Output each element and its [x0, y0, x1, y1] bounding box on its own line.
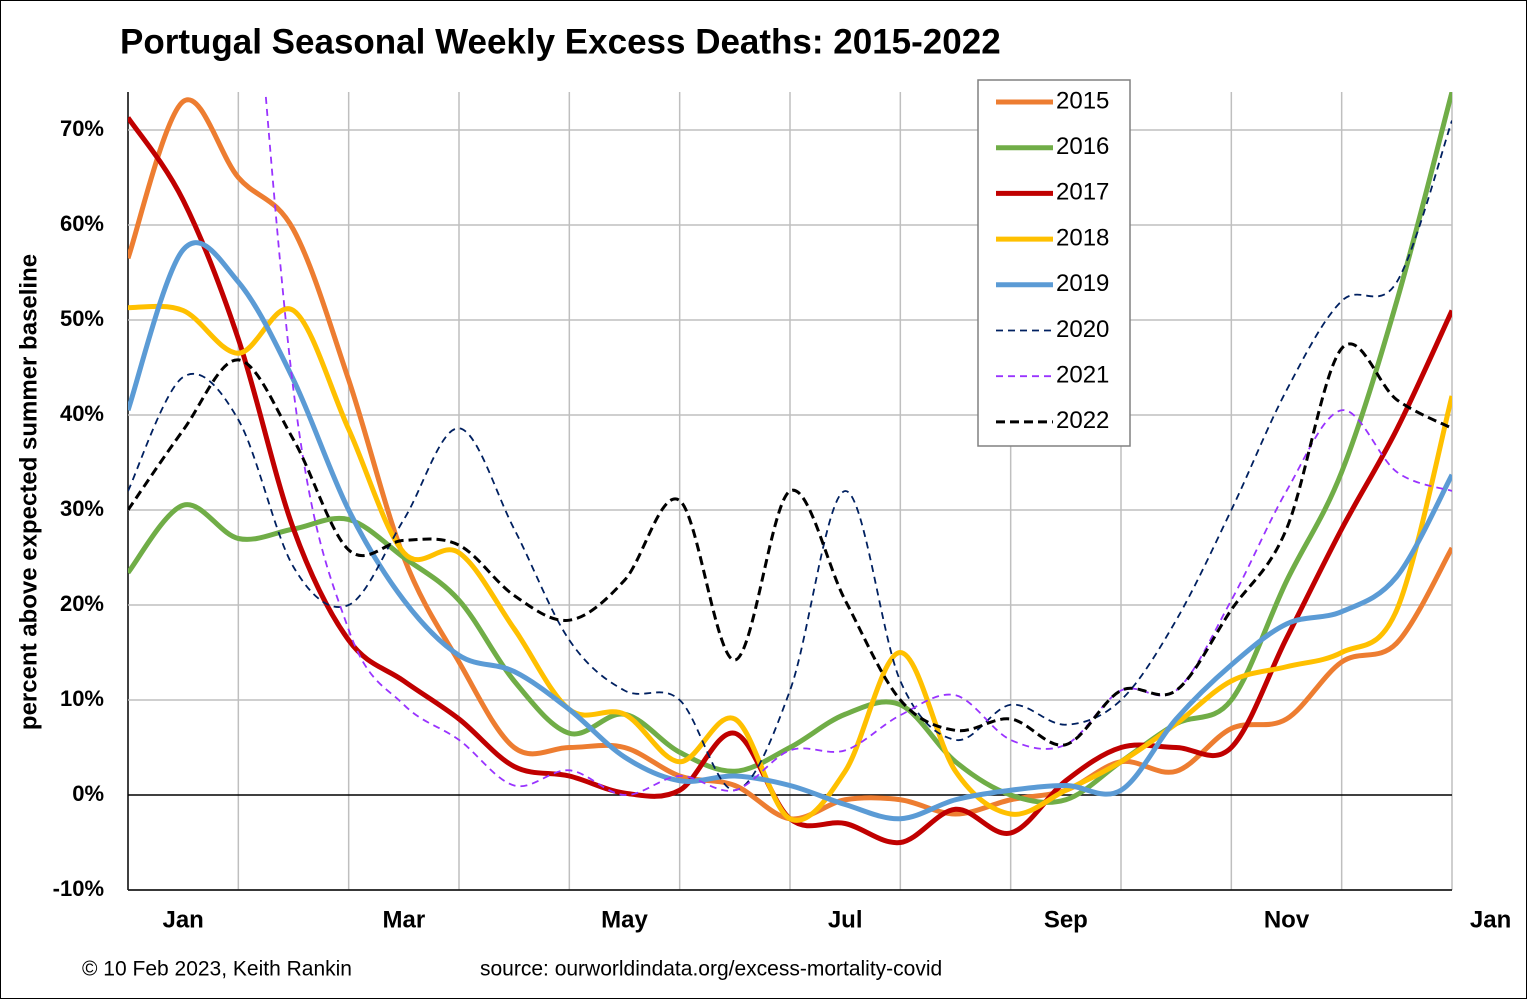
series-line	[128, 342, 1452, 747]
y-tick-label: 50%	[60, 306, 104, 331]
legend-label: 2019	[1056, 270, 1109, 297]
x-tick-label: Nov	[1264, 906, 1310, 933]
legend-label: 2020	[1056, 316, 1109, 343]
series-line	[128, 120, 1452, 792]
series-line	[128, 97, 1452, 822]
y-tick-label: -10%	[53, 876, 104, 901]
legend-label: 2017	[1056, 179, 1109, 206]
y-axis-label: percent above expected summer baseline	[15, 254, 42, 730]
x-tick-label: Mar	[382, 906, 425, 933]
y-tick-label: 30%	[60, 496, 104, 521]
x-tick-label: May	[601, 906, 648, 933]
series-line	[264, 92, 1452, 796]
copyright: © 10 Feb 2023, Keith Rankin	[82, 958, 352, 981]
y-tick-label: 40%	[60, 401, 104, 426]
y-tick-label: 0%	[72, 781, 104, 806]
series-line	[128, 92, 1452, 805]
x-tick-label: Jan	[1470, 906, 1511, 933]
plot	[128, 92, 1452, 846]
y-tick-label: 70%	[60, 116, 104, 141]
legend-box	[977, 79, 1131, 447]
x-tick-label: Jul	[828, 906, 863, 933]
legend: 2015 2016 2017 2018 2019 2020 2021 2022	[977, 79, 1131, 447]
source: source: ourworldindata.org/excess-mortal…	[480, 958, 942, 981]
legend-label: 2022	[1056, 407, 1109, 434]
legend-label: 2018	[1056, 224, 1109, 251]
y-tick-label: 60%	[60, 211, 104, 236]
y-tick-label: 20%	[60, 591, 104, 616]
legend-label: 2015	[1056, 87, 1109, 114]
series-line	[128, 303, 1452, 823]
x-tick-label: Jan	[162, 906, 203, 933]
legend-label: 2021	[1056, 362, 1109, 389]
x-tick-label: Sep	[1044, 906, 1088, 933]
y-tick-label: 10%	[60, 686, 104, 711]
chart-title: Portugal Seasonal Weekly Excess Deaths: …	[120, 22, 1001, 61]
legend-label: 2016	[1056, 133, 1109, 160]
